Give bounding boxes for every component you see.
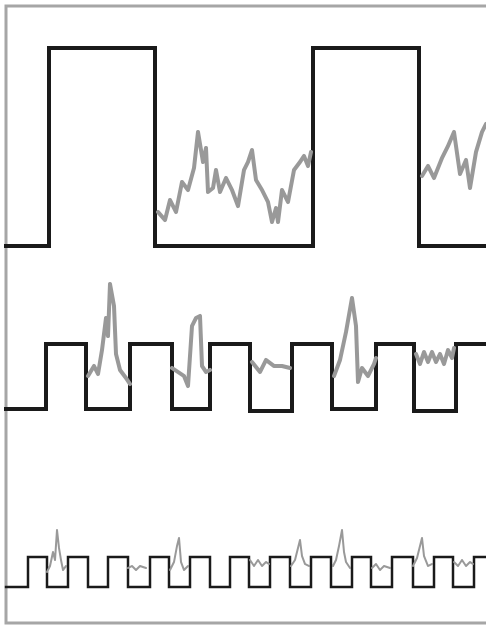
figure-frame <box>4 4 486 625</box>
signal-trace-bottom-4 <box>249 559 270 567</box>
signal-trace-bottom-9 <box>453 559 474 567</box>
square-wave-bottom <box>4 555 486 589</box>
signal-trace-middle-1 <box>86 282 132 386</box>
signal-trace-middle-3 <box>250 358 292 374</box>
signal-trace-middle-4 <box>332 296 378 384</box>
signal-trace-middle-5 <box>414 346 456 366</box>
square-wave-top <box>4 46 486 248</box>
signal-trace-bottom-6 <box>332 529 351 569</box>
signal-trace-top-2 <box>420 122 486 190</box>
panel-bottom <box>4 529 486 589</box>
signal-trace-bottom-8 <box>412 537 433 567</box>
signal-trace-bottom-1 <box>46 529 67 573</box>
signal-trace-middle-2 <box>170 314 212 388</box>
panel-middle <box>4 282 486 413</box>
signal-trace-top-1 <box>156 130 313 224</box>
signal-trace-bottom-5 <box>290 539 310 567</box>
panel-top <box>4 46 486 248</box>
signal-trace-bottom-7 <box>371 563 391 571</box>
signal-trace-bottom-2 <box>127 565 147 571</box>
square-wave-middle <box>4 342 486 413</box>
signal-trace-bottom-3 <box>169 537 189 571</box>
